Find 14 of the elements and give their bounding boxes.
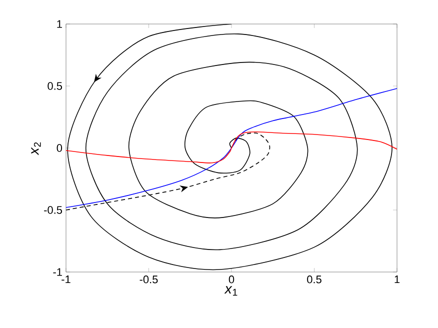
x-tick-label: 0 — [228, 276, 234, 284]
x-tick-label: 1 — [394, 276, 400, 284]
y-tick-label: -0.5 — [44, 206, 62, 214]
y-tick-label: 0.5 — [48, 82, 62, 90]
y-axis-title: x$_{2}$ — [31, 142, 41, 156]
x-tick-label: -0.5 — [140, 276, 158, 284]
y-tick-label: -1 — [53, 268, 62, 276]
x-tick-label: -1 — [62, 276, 70, 284]
y-tick-label: 0 — [56, 144, 62, 152]
y-tick-label: 1 — [57, 20, 62, 28]
x-tick-label: 0.5 — [307, 276, 322, 284]
line-series — [66, 88, 397, 208]
line-series — [66, 131, 397, 164]
x-axis-title: x$_{1}$ — [224, 286, 238, 296]
